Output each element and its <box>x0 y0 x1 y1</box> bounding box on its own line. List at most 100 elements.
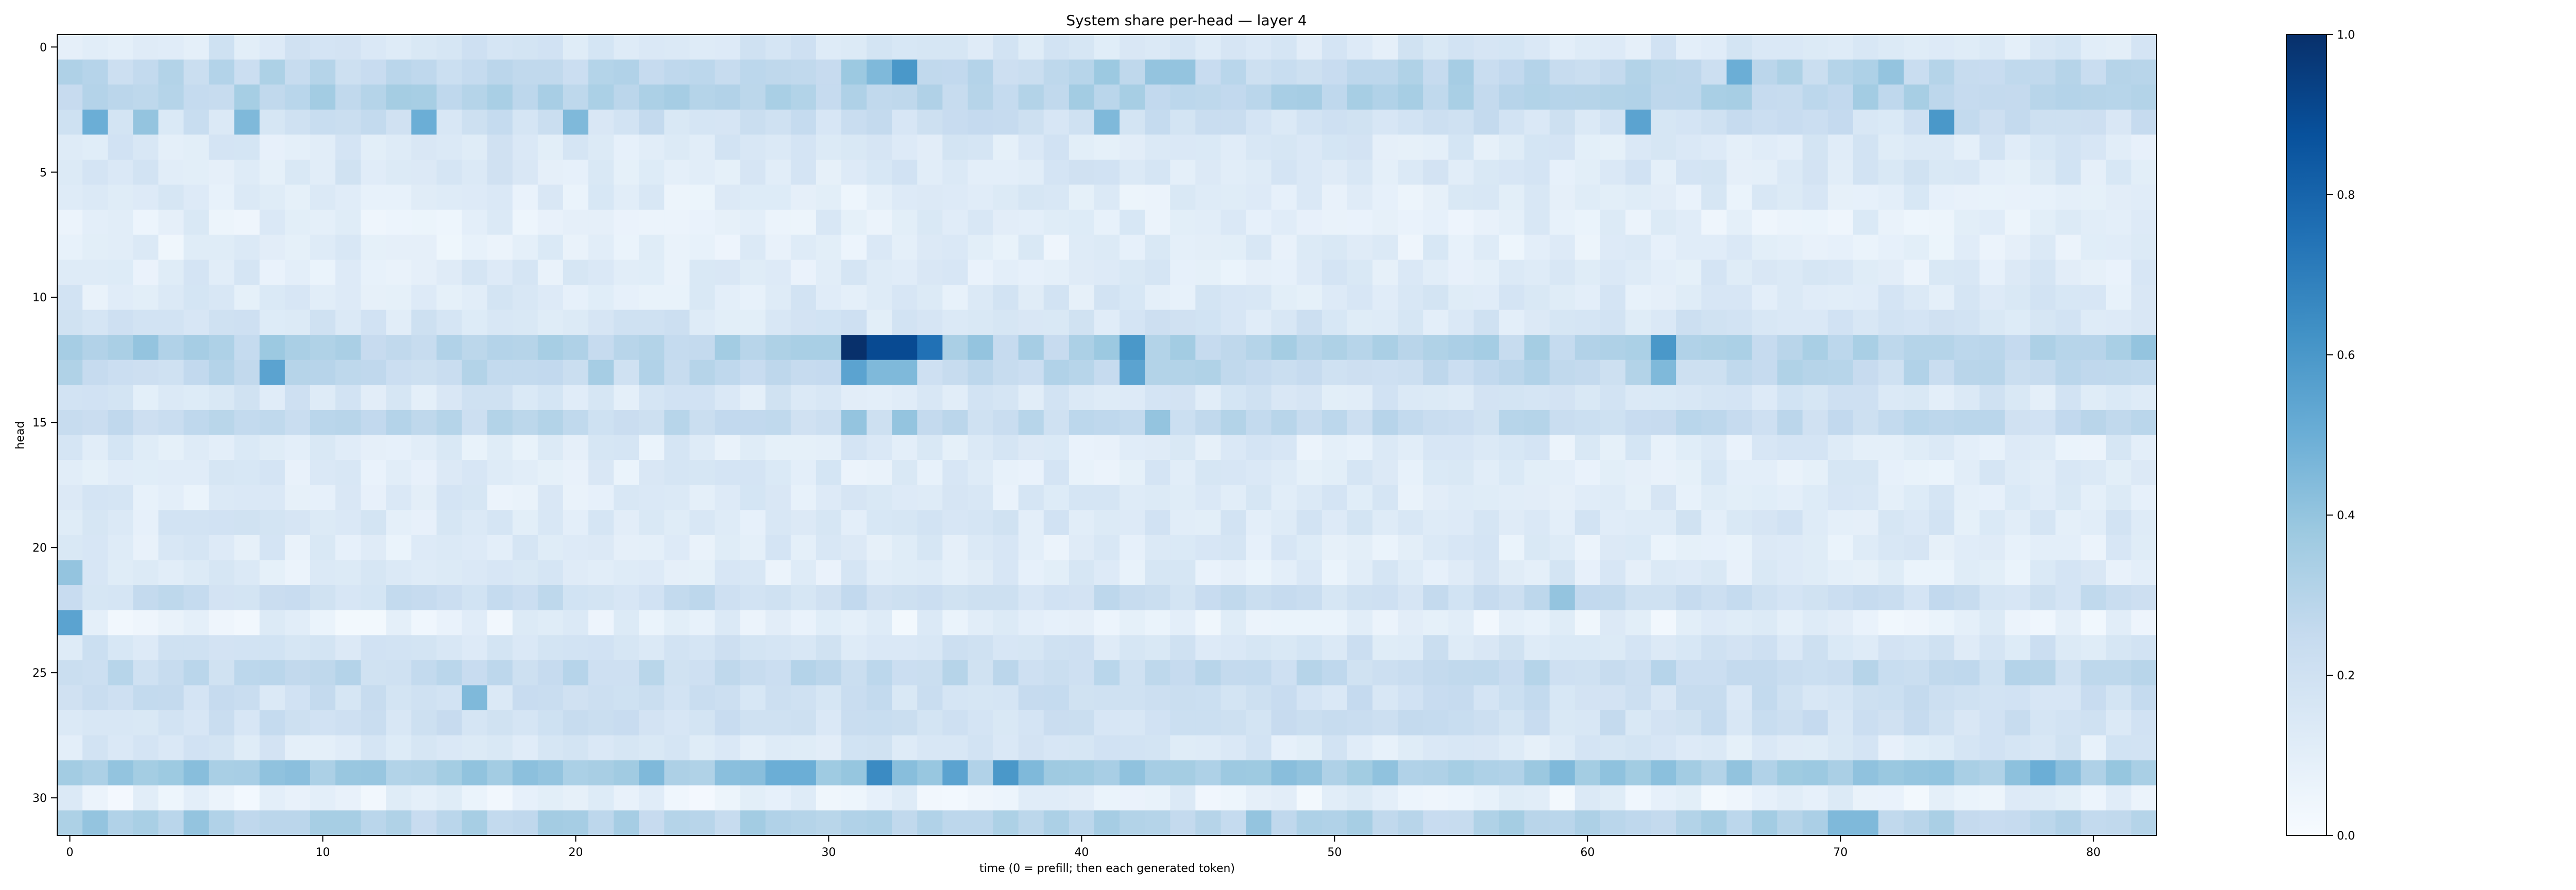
heatmap-cell <box>537 360 564 385</box>
heatmap-cell <box>1321 785 1348 811</box>
heatmap-cell <box>1499 585 1525 611</box>
heatmap-cell <box>411 610 437 636</box>
heatmap-cell <box>1069 660 1095 686</box>
heatmap-cell <box>361 510 386 536</box>
heatmap-cell <box>664 685 690 711</box>
heatmap-cell <box>841 660 867 686</box>
heatmap-cell <box>1221 435 1247 460</box>
heatmap-cell <box>892 360 918 385</box>
heatmap-cell <box>133 585 159 611</box>
heatmap-cell <box>664 710 690 736</box>
heatmap-cell <box>790 535 817 561</box>
heatmap-cell <box>234 710 260 736</box>
heatmap-cell <box>2005 360 2031 385</box>
heatmap-cell <box>512 810 538 836</box>
heatmap-cell <box>1094 109 1120 135</box>
heatmap-cell <box>386 84 412 110</box>
x-tick-label: 60 <box>1580 846 1595 859</box>
heatmap-cell <box>2005 335 2031 361</box>
heatmap-cell <box>841 610 867 636</box>
heatmap-cell <box>1651 409 1676 436</box>
heatmap-cell <box>1321 35 1348 60</box>
heatmap-cell <box>1221 635 1247 661</box>
y-tick-label: 25 <box>32 667 47 680</box>
heatmap-cell <box>715 109 741 135</box>
heatmap-cell <box>1827 535 1854 561</box>
heatmap-cell <box>2030 385 2056 410</box>
heatmap-cell <box>1524 310 1550 335</box>
heatmap-cell <box>1625 660 1651 686</box>
heatmap-cell <box>841 159 867 185</box>
x-tick-label: 70 <box>1833 846 1848 859</box>
heatmap-cell <box>1120 84 1145 110</box>
heatmap-cell <box>1574 735 1601 761</box>
heatmap-cell <box>436 510 463 536</box>
heatmap-cell <box>158 635 184 661</box>
heatmap-cell <box>82 360 108 385</box>
heatmap-cell <box>1600 685 1626 711</box>
heatmap-cell <box>259 284 285 311</box>
heatmap-cell <box>2030 35 2056 60</box>
heatmap-cell <box>1271 84 1297 110</box>
heatmap-cell <box>1145 210 1171 235</box>
heatmap-cell <box>1094 510 1120 536</box>
heatmap-cell <box>1195 234 1222 260</box>
heatmap-cell <box>1423 660 1449 686</box>
heatmap-cell <box>436 810 463 836</box>
heatmap-cell <box>1600 610 1626 636</box>
heatmap-cell <box>1726 710 1753 736</box>
colorbar-tick-label: 0.8 <box>2337 189 2355 202</box>
heatmap-cell <box>2080 335 2107 361</box>
heatmap-cell <box>1145 310 1171 335</box>
heatmap-cell <box>1777 35 1803 60</box>
heatmap-cell <box>512 735 538 761</box>
heatmap-cell <box>1398 59 1423 85</box>
heatmap-cell <box>386 460 412 486</box>
heatmap-cell <box>1904 284 1929 311</box>
heatmap-cell <box>2005 785 2031 811</box>
heatmap-cell <box>1651 210 1676 235</box>
heatmap-cell <box>689 635 716 661</box>
heatmap-cell <box>1625 84 1651 110</box>
heatmap-cell <box>284 710 311 736</box>
heatmap-cell <box>1701 310 1727 335</box>
heatmap-cell <box>968 685 994 711</box>
heatmap-cell <box>917 409 943 436</box>
heatmap-cell <box>2005 284 2031 311</box>
heatmap-cell <box>2030 585 2056 611</box>
y-tick-label: 10 <box>32 292 47 304</box>
heatmap-cell <box>462 210 488 235</box>
heatmap-cell <box>1802 109 1828 135</box>
heatmap-cell <box>1726 735 1753 761</box>
heatmap-cell <box>537 184 564 210</box>
heatmap-cell <box>57 385 83 410</box>
heatmap-cell <box>664 109 690 135</box>
heatmap-cell <box>1018 510 1044 536</box>
heatmap-cell <box>1221 485 1247 510</box>
heatmap-cell <box>892 810 918 836</box>
heatmap-cell <box>1853 460 1879 486</box>
heatmap-cell <box>1954 810 1980 836</box>
heatmap-cell <box>1473 134 1500 160</box>
heatmap-cell <box>993 785 1019 811</box>
heatmap-cell <box>2055 760 2081 786</box>
heatmap-cell <box>715 660 741 686</box>
heatmap-cell <box>2005 210 2031 235</box>
heatmap-cell <box>664 134 690 160</box>
heatmap-cell <box>209 735 235 761</box>
heatmap-cell <box>2005 109 2031 135</box>
heatmap-cell <box>234 435 260 460</box>
heatmap-cell <box>740 685 766 711</box>
heatmap-cell <box>436 460 463 486</box>
heatmap-cell <box>1524 760 1550 786</box>
heatmap-cell <box>689 310 716 335</box>
heatmap-cell <box>1954 310 1980 335</box>
heatmap-cell <box>588 660 614 686</box>
heatmap-cell <box>588 585 614 611</box>
heatmap-cell <box>1929 260 1955 285</box>
heatmap-cell <box>57 184 83 210</box>
heatmap-cell <box>942 360 969 385</box>
heatmap-cell <box>234 660 260 686</box>
heatmap-cell <box>1321 460 1348 486</box>
heatmap-cell <box>993 635 1019 661</box>
